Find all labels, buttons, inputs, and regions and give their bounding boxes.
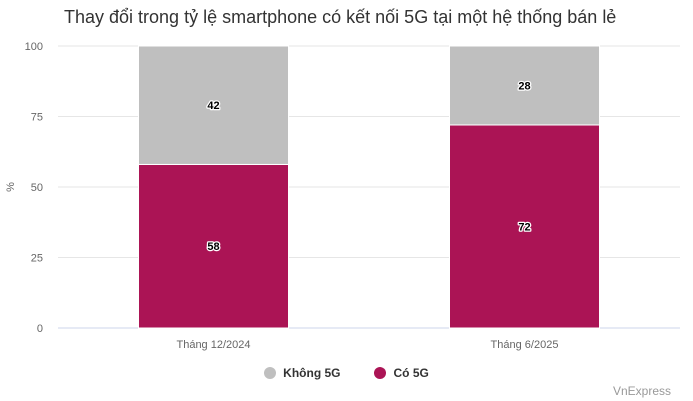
y-tick-label: 0	[37, 323, 43, 335]
legend: Không 5G Có 5G	[0, 366, 693, 380]
chart-title: Thay đổi trong tỷ lệ smartphone có kết n…	[64, 7, 617, 27]
data-label: 58	[207, 241, 219, 253]
y-tick-label: 50	[31, 182, 43, 194]
data-label: 42	[207, 100, 219, 112]
data-label: 72	[518, 221, 530, 233]
legend-swatch	[264, 367, 277, 379]
legend-label: Có 5G	[393, 366, 429, 380]
legend-label: Không 5G	[283, 366, 341, 380]
chart-area: 0 25 50 75 100% 58 42 Tháng 12/2024 72 28 Tháng 6/…	[5, 41, 680, 351]
data-label: 28	[518, 80, 530, 92]
legend-swatch	[374, 367, 387, 379]
bar-segment	[138, 163, 289, 329]
bar-segment	[449, 45, 600, 126]
y-axis-label: %	[5, 182, 17, 192]
bar-segment	[138, 45, 289, 165]
x-tick-label: Tháng 6/2025	[491, 339, 559, 351]
source-credit: VnExpress	[612, 384, 671, 398]
bar-segment	[449, 124, 600, 329]
legend-item[interactable]: Có 5G	[374, 366, 429, 380]
x-tick-label: Tháng 12/2024	[176, 339, 250, 351]
y-tick-label: 75	[31, 112, 43, 124]
y-tick-label: 25	[31, 253, 43, 265]
legend-item[interactable]: Không 5G	[264, 366, 340, 380]
y-tick-label: 100	[25, 41, 43, 53]
